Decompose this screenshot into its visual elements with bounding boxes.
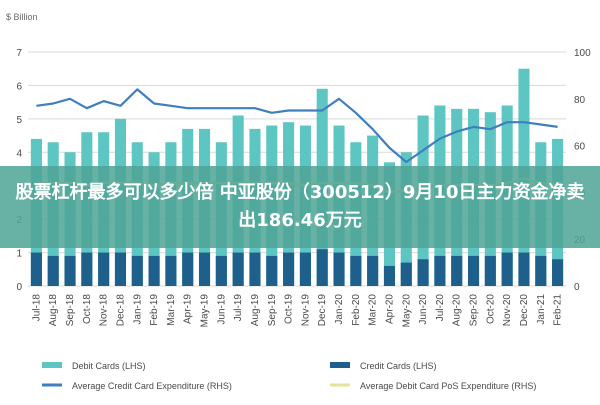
credit-cards-bar [535,255,547,286]
right-axis-tick-label: 100 [574,48,591,59]
x-axis-tick-label: Jun-19 [216,294,227,325]
x-axis-tick-label: Jun-20 [418,294,429,325]
x-axis-tick-label: Sep-18 [65,294,76,327]
x-axis-ticks: Jul-18 Aug-18 Sep-18 Oct-18 Nov-18 Dec-18 Jan-… [31,294,563,328]
credit-cards-bar [518,252,530,286]
credit-cards-bar [64,255,76,286]
credit-cards-bar [148,255,160,286]
credit-cards-bar [30,252,42,286]
x-axis-tick-label: May-20 [401,294,412,328]
x-axis-tick-label: Jan-20 [334,294,345,325]
x-axis-tick-label: Jul-19 [233,294,244,322]
x-axis-tick-label: Oct-19 [284,294,295,324]
x-axis-tick-label: Aug-19 [250,294,261,327]
x-axis-tick-label: Nov-19 [300,294,311,327]
x-axis-tick-label: Oct-18 [82,294,93,324]
credit-cards-bar [350,255,362,286]
x-axis-tick-label: Jul-18 [31,294,42,322]
credit-cards-bar [232,252,244,286]
x-axis-tick-label: Apr-19 [183,294,194,324]
left-axis-tick-label: 7 [16,48,22,59]
x-axis-tick-label: Feb-21 [553,294,564,326]
x-axis-tick-label: Oct-20 [485,294,496,324]
x-axis-tick-label: Sep-20 [469,294,480,327]
credit-cards-bar [400,262,412,286]
x-axis-tick-label: Jan-19 [132,294,143,325]
credit-cards-bar [198,252,211,286]
legend-label-avg-credit: Average Credit Card Expenditure (RHS) [72,381,232,391]
x-axis-tick-label: Nov-18 [99,294,110,327]
x-axis-tick-label: Jul-20 [435,294,446,322]
x-axis-tick-label: Mar-20 [368,294,379,326]
x-axis-tick-label: Aug-18 [48,294,59,327]
x-axis-tick-label: Sep-19 [267,294,278,327]
left-axis-tick-label: 5 [16,115,22,126]
left-axis-tick-label: 4 [16,148,22,159]
legend-swatch-debit-cards [42,362,62,368]
credit-cards-bar [81,252,93,286]
legend-swatch-credit-cards [330,362,350,368]
x-axis-tick-label: Apr-20 [384,294,395,324]
left-axis-tick-label: 1 [16,249,22,260]
credit-cards-bar [98,252,110,286]
credit-cards-bar [266,255,278,286]
x-axis-tick-label: May-19 [200,294,211,328]
legend-label-avg-debit: Average Debit Card PoS Expenditure (RHS) [360,381,536,391]
credit-cards-bar [467,255,480,286]
credit-cards-bar [283,252,295,286]
credit-cards-bar [47,255,59,286]
avg-credit-line [36,88,558,164]
x-axis-tick-label: Dec-19 [317,294,328,327]
credit-cards-bar [165,255,177,286]
x-axis-tick-label: Feb-19 [149,294,160,326]
right-axis-tick-label: 80 [574,95,586,106]
credit-cards-bar [316,249,328,286]
credit-cards-bar [383,265,396,286]
credit-cards-bar [131,255,143,286]
credit-cards-bar [299,252,311,286]
x-axis-tick-label: Dec-18 [115,294,126,327]
x-axis-tick-label: Nov-20 [502,294,513,327]
headline-text: 股票杠杆最多可以多少倍 中亚股份（300512）9月10日主力资金净卖出186.… [15,182,585,231]
left-axis-tick-label: 0 [16,282,22,293]
credit-cards-bar [417,259,429,286]
legend-label-credit-cards: Credit Cards (LHS) [360,361,437,371]
legend-label-debit-cards: Debit Cards (LHS) [72,361,146,371]
x-axis-tick-label: Feb-20 [351,294,362,326]
credit-cards-bar [114,252,127,286]
credit-cards-bar [333,252,345,286]
x-axis-tick-label: Dec-20 [519,294,530,327]
credit-cards-bar [451,255,463,286]
headline-banner: 股票杠杆最多可以多少倍 中亚股份（300512）9月10日主力资金净卖出186.… [0,166,600,248]
credit-cards-bar [552,259,564,286]
credit-cards-bar [434,255,446,286]
credit-cards-bar [484,255,496,286]
x-axis-tick-label: Jan-21 [536,294,547,325]
legend: Debit Cards (LHS) Credit Cards (LHS) Ave… [42,361,536,391]
credit-cards-bar [249,252,261,286]
x-axis-tick-label: Aug-20 [452,294,463,327]
credit-cards-bar [367,255,379,286]
left-axis-unit: $ Billion [6,12,38,22]
credit-cards-bar [182,252,194,286]
x-axis-tick-label: Mar-19 [166,294,177,326]
credit-cards-bar [501,252,513,286]
right-axis-tick-label: 0 [574,282,580,293]
credit-cards-bar [215,255,227,286]
right-axis-tick-label: 60 [574,142,586,153]
left-axis-tick-label: 6 [16,81,22,92]
